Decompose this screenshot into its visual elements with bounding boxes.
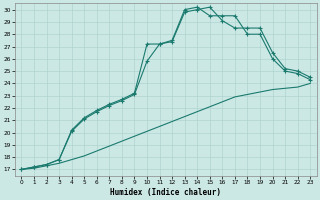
X-axis label: Humidex (Indice chaleur): Humidex (Indice chaleur) bbox=[110, 188, 221, 197]
